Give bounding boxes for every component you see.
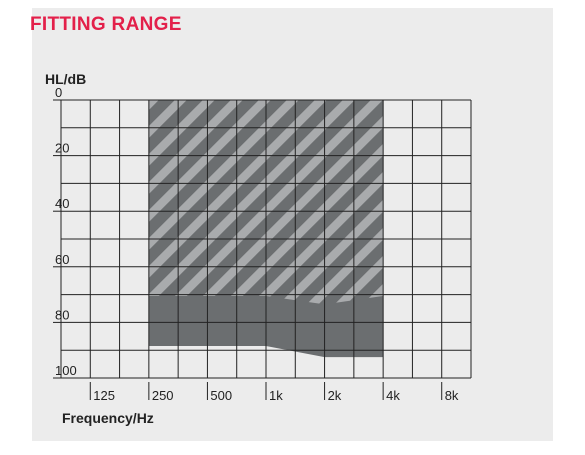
x-tick-label: 8k — [445, 388, 459, 403]
y-tick-label: 60 — [55, 252, 69, 267]
hatch-stripe — [401, 98, 585, 378]
hatch-stripe — [148, 100, 384, 305]
x-tick-label: 4k — [386, 388, 400, 403]
x-tick-label: 1k — [269, 388, 283, 403]
hatch-stripe — [232, 100, 384, 305]
hatch-stripe — [148, 100, 357, 305]
y-tick-label: 0 — [55, 85, 62, 100]
y-tick-label: 20 — [55, 141, 69, 156]
hatch-stripe — [148, 100, 301, 305]
hatch-stripe — [569, 98, 585, 378]
audiogram-grid — [53, 99, 472, 400]
hatch-stripe — [0, 98, 21, 378]
hatch-stripe — [0, 98, 105, 378]
x-tick-label: 250 — [152, 388, 174, 403]
y-tick-label: 40 — [55, 196, 69, 211]
x-axis-label: Frequency/Hz — [62, 410, 154, 426]
hatch-stripe — [148, 100, 329, 305]
hatch-stripe — [148, 100, 273, 305]
hatch-stripe — [429, 98, 585, 378]
fitting-area — [0, 98, 585, 378]
hatch-stripe — [372, 100, 384, 305]
x-tick-label: 500 — [210, 388, 232, 403]
x-tick-label: 2k — [328, 388, 342, 403]
hatch-stripe — [148, 100, 384, 305]
chart-title: FITTING RANGE — [30, 14, 182, 35]
axis-labels: 0 20 40 60 80 100 125 250 500 1k 2k 4k 8k HL/dB Freque… — [45, 71, 459, 426]
hatch-stripe — [148, 100, 161, 305]
y-tick-label: 100 — [55, 363, 77, 378]
x-tick-label: 125 — [93, 388, 115, 403]
hatch-stripes — [0, 98, 585, 378]
hatch-stripe — [457, 98, 585, 378]
hatch-stripe — [485, 98, 585, 378]
hatch-stripe — [148, 100, 245, 305]
hatch-stripe — [0, 98, 49, 378]
hatch-stripe — [513, 98, 585, 378]
y-tick-label: 80 — [55, 307, 69, 322]
hatch-stripe — [204, 100, 384, 305]
y-axis-label: HL/dB — [45, 71, 86, 87]
hatch-stripe — [541, 98, 585, 378]
hatch-stripe — [176, 100, 384, 305]
